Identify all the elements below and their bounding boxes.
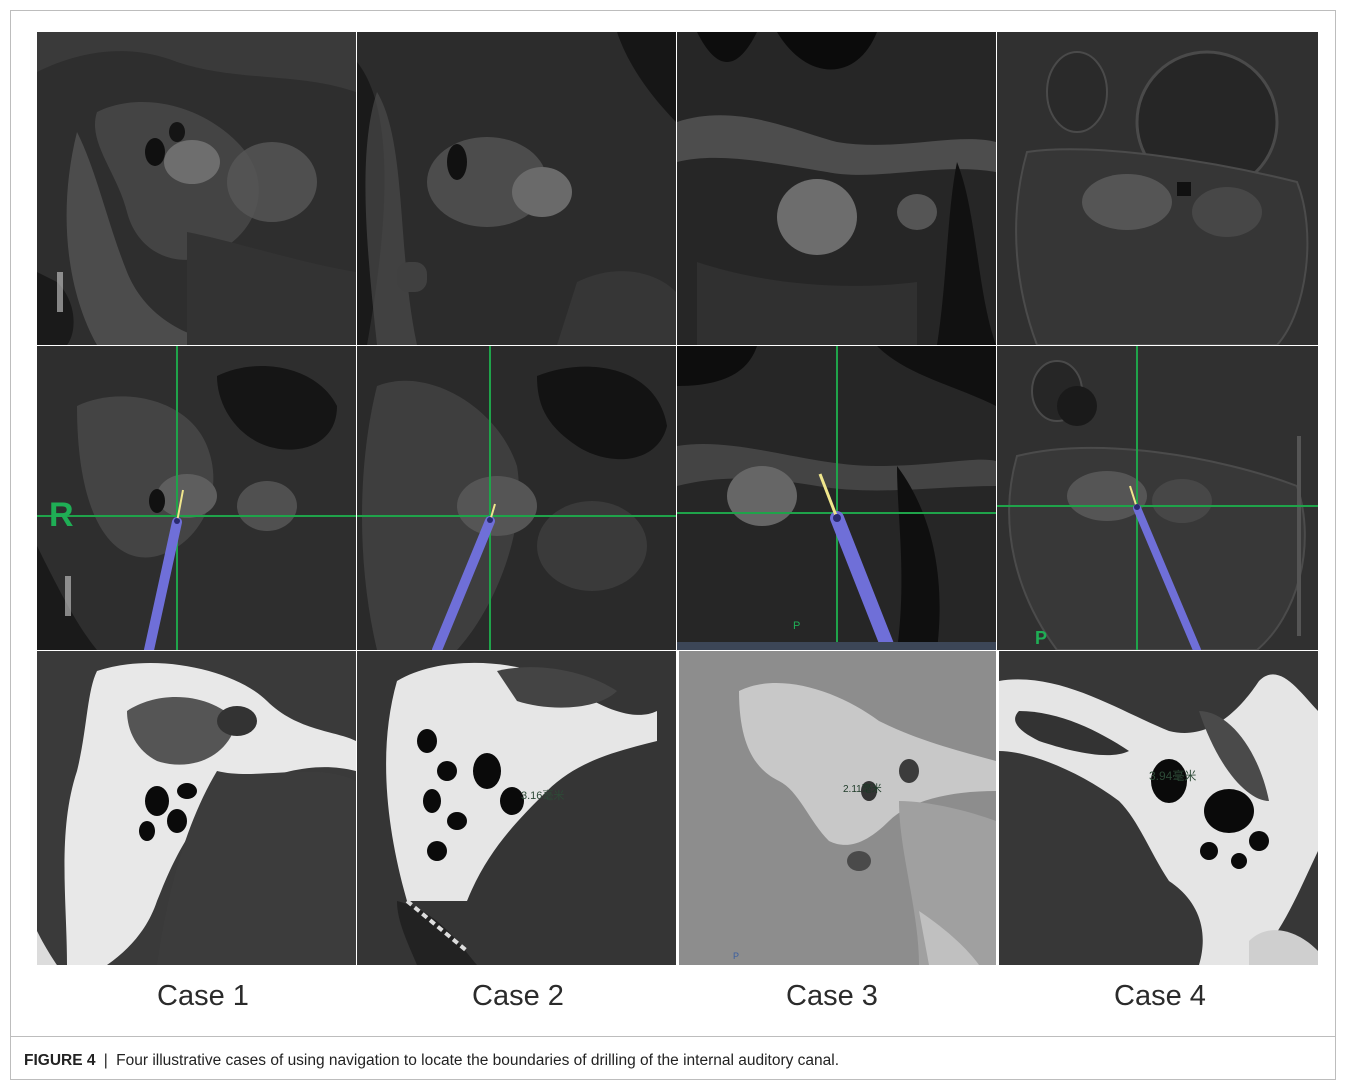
navigation-scan-image <box>677 346 996 650</box>
mri-panel-case-3 <box>677 32 996 345</box>
navigation-probe-shaft <box>1133 504 1201 650</box>
ct-scan-image <box>679 651 996 965</box>
ct-scan-image <box>999 651 1318 965</box>
mri-scan-image <box>997 32 1318 345</box>
posterior-marker-label: P <box>1035 628 1048 648</box>
navigation-probe-tip <box>818 473 839 519</box>
side-marker-label: R <box>49 496 74 534</box>
caption-divider <box>10 1036 1336 1037</box>
ct-scan-image <box>37 651 356 965</box>
ct-panel-case-2: 3.16毫米 <box>357 651 676 965</box>
case-label-3: Case 3 <box>786 980 878 1012</box>
case-label-4: Case 4 <box>1114 980 1206 1012</box>
navigation-probe-shaft <box>432 516 495 650</box>
case-label-2: Case 2 <box>472 980 564 1012</box>
navigation-scan-image <box>37 346 356 650</box>
ct-panel-case-3: 2.11毫米 P <box>679 651 996 965</box>
ct-panel-case-1 <box>37 651 356 965</box>
caption-separator: | <box>103 1052 108 1069</box>
measurement-label: 3.94毫米 <box>1149 769 1197 783</box>
mri-scan-image <box>357 32 676 345</box>
case-label-1: Case 1 <box>157 980 249 1012</box>
measurement-label: 2.11毫米 <box>843 784 882 795</box>
figure-caption: FIGURE 4 | Four illustrative cases of us… <box>24 1052 1324 1070</box>
navigation-panel-case-2 <box>357 346 676 650</box>
mri-scan-image <box>677 32 996 345</box>
navigation-panel-case-3: P <box>677 346 996 650</box>
navigation-probe-tip <box>176 489 184 523</box>
panel-grid: R P <box>37 32 1318 965</box>
navigation-panel-case-4: P <box>997 346 1318 650</box>
posterior-marker-label: P <box>793 620 801 632</box>
figure-frame <box>10 10 1336 1080</box>
measurement-label: 3.16毫米 <box>521 790 565 802</box>
posterior-marker-label: P <box>733 951 740 961</box>
navigation-panel-case-1: R <box>37 346 356 650</box>
navigation-probe-shaft <box>830 511 896 650</box>
ct-panel-case-4: 3.94毫米 <box>999 651 1318 965</box>
ct-scan-image <box>357 651 676 965</box>
navigation-scan-image <box>357 346 676 650</box>
navigation-probe-shaft <box>144 517 182 650</box>
mri-panel-case-2 <box>357 32 676 345</box>
mri-scan-image <box>37 32 356 345</box>
navigation-scan-image <box>997 346 1318 650</box>
figure-label: FIGURE 4 <box>24 1052 96 1069</box>
mri-panel-case-1 <box>37 32 356 345</box>
mri-panel-case-4 <box>997 32 1318 345</box>
caption-text: Four illustrative cases of using navigat… <box>116 1052 840 1069</box>
